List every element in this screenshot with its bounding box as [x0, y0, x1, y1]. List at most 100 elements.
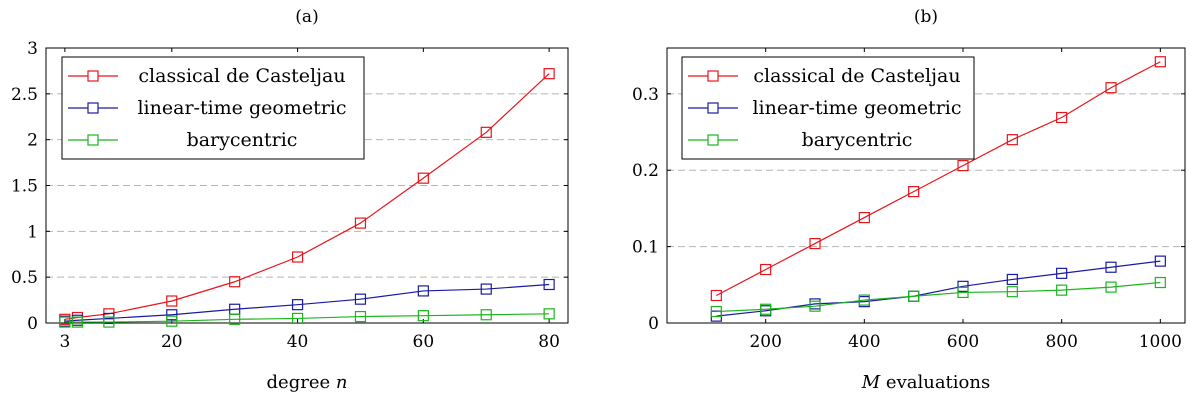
series-line	[716, 61, 1161, 297]
data-point	[291, 312, 304, 325]
data-point	[354, 310, 367, 323]
plot-frame	[666, 47, 1186, 324]
data-point	[760, 303, 772, 315]
data-point	[229, 313, 241, 325]
chart-panel-b: 0 0.1 0.2 0.3 200 400 600 800 1000 (b) M evaluatio…	[632, 7, 1186, 393]
series-line	[64, 283, 550, 322]
data-point	[1154, 56, 1166, 68]
x-tick-label: 200	[749, 332, 781, 352]
y-tick-label: 0	[648, 314, 659, 334]
x-axis-label-text: degree	[267, 372, 336, 393]
data-point	[908, 290, 920, 302]
legend-marker	[707, 102, 719, 114]
data-point	[1105, 281, 1117, 293]
x-tick-label: 80	[538, 332, 560, 352]
y-tick-label: 2.5	[11, 85, 38, 105]
data-point	[1006, 134, 1018, 146]
legend-marker	[87, 70, 99, 82]
legend-label: classical de Casteljau	[753, 65, 960, 87]
y-tick-label: 0	[27, 314, 38, 334]
series-line	[716, 281, 1161, 313]
x-tick-label: 3	[59, 332, 70, 352]
y-tick-label: 3	[27, 39, 38, 59]
legend: classical de Casteljau linear-time geomet…	[61, 56, 365, 160]
y-tick-label: 0.5	[11, 268, 38, 288]
data-point	[1006, 273, 1018, 286]
y-tick-label: 2	[27, 131, 38, 151]
x-tick-label: 60	[413, 332, 435, 352]
panel-title: (b)	[914, 7, 938, 27]
x-tick-label: 1000	[1139, 332, 1182, 352]
data-point	[417, 172, 429, 184]
x-tick-label: 40	[287, 332, 309, 352]
y-tick-label: 0.2	[632, 161, 659, 181]
legend-label: linear-time geometric	[752, 97, 961, 119]
data-point	[858, 294, 870, 306]
legend-label: barycentric	[802, 129, 913, 151]
data-point	[59, 316, 71, 328]
y-tick-label: 1.5	[11, 177, 38, 197]
data-point	[291, 251, 304, 263]
x-axis-variable: M	[861, 372, 881, 393]
data-point	[480, 309, 492, 321]
data-point	[710, 305, 722, 318]
data-point	[1056, 284, 1068, 296]
legend-marker	[87, 134, 99, 146]
data-point	[1006, 286, 1018, 298]
data-point	[1154, 276, 1166, 289]
data-point	[957, 160, 969, 172]
legend-label: barycentric	[187, 129, 298, 151]
data-point	[354, 293, 367, 305]
series-barycentric	[59, 308, 555, 328]
x-tick-label: 800	[1045, 332, 1077, 352]
legend-marker	[707, 70, 719, 82]
legend-label: classical de Casteljau	[138, 65, 345, 87]
data-point	[543, 308, 555, 320]
data-point	[1056, 267, 1068, 279]
data-point	[417, 310, 429, 322]
data-point	[480, 283, 492, 295]
x-axis-label: M evaluations	[861, 372, 990, 393]
data-point	[858, 211, 870, 224]
data-point	[809, 237, 821, 250]
data-point	[480, 126, 492, 138]
data-point	[543, 278, 555, 291]
data-point	[1154, 255, 1166, 267]
series-line	[64, 313, 550, 323]
data-point	[1056, 111, 1068, 124]
data-point	[1105, 261, 1117, 273]
x-axis-label: degree n	[267, 372, 348, 393]
data-point	[229, 303, 241, 315]
series-barycentric	[710, 276, 1166, 318]
data-point	[957, 280, 969, 292]
x-tick-label: 400	[848, 332, 880, 352]
data-point	[71, 316, 84, 328]
data-point	[103, 316, 115, 328]
data-point	[543, 68, 555, 80]
panel-title: (a)	[295, 7, 318, 27]
data-point	[166, 295, 178, 307]
x-axis-label-text: evaluations	[880, 372, 990, 393]
y-tick-label: 0.3	[632, 85, 659, 105]
series-linear-time-geometric	[710, 255, 1166, 322]
x-tick-label: 20	[161, 332, 183, 352]
series-linear-time-geometric	[59, 278, 555, 327]
data-point	[417, 285, 429, 297]
y-tick-label: 0.1	[632, 238, 659, 258]
data-point	[354, 217, 367, 229]
chart-panel-a: 0 0.5 1 1.5 2 2.5 3 3 20 40 60 80 (a) degree n classic…	[11, 7, 569, 393]
data-point	[760, 263, 772, 276]
data-point	[957, 286, 969, 299]
x-tick-label: 600	[947, 332, 979, 352]
data-point	[291, 299, 304, 311]
data-point	[1105, 82, 1117, 94]
legend-marker	[707, 134, 719, 146]
y-tick-label: 1	[27, 222, 38, 242]
series-classical-de-casteljau	[710, 56, 1166, 302]
legend: classical de Casteljau linear-time geomet…	[681, 56, 975, 160]
legend-marker	[87, 102, 99, 114]
x-axis-variable: n	[336, 372, 348, 393]
legend-label: linear-time geometric	[137, 97, 346, 119]
data-point	[908, 186, 920, 198]
